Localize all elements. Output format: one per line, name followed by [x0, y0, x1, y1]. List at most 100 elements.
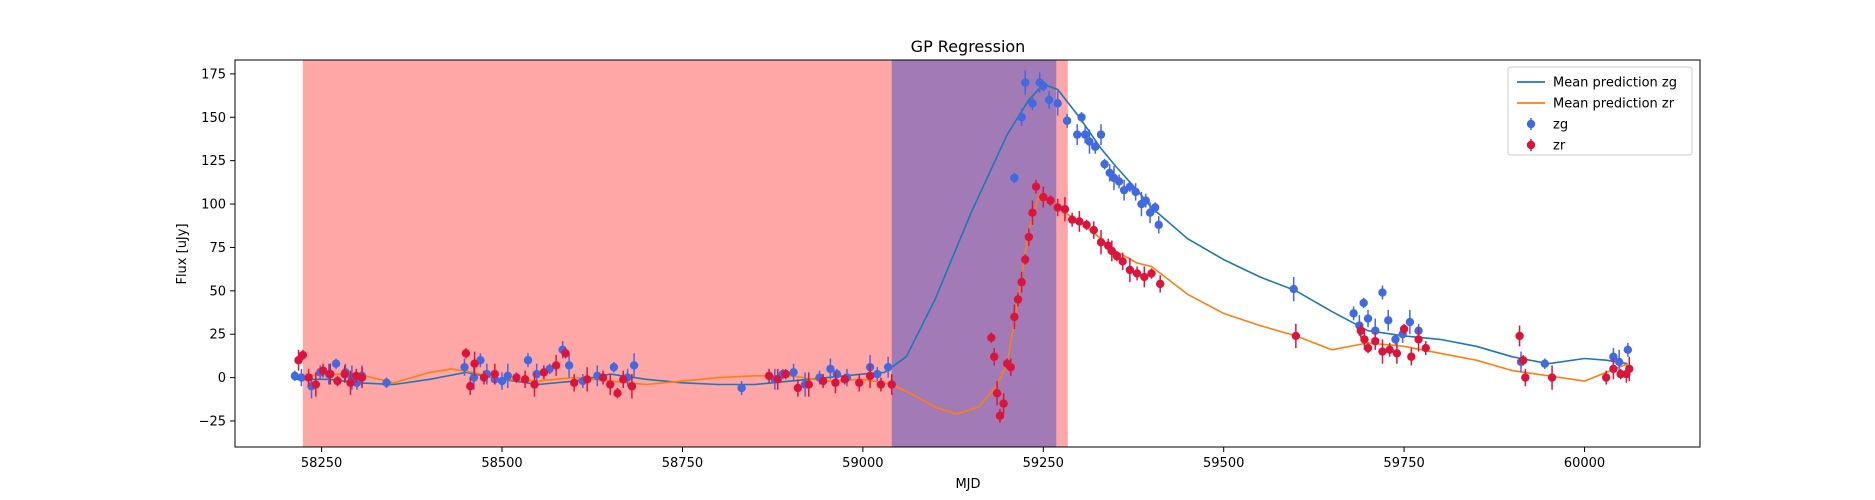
- point-2-64: [1096, 230, 1106, 255]
- point-1-29: [737, 381, 746, 395]
- legend-item-1: Mean prediction zg: [1517, 76, 1677, 91]
- x-axis: 58250 58500 58750 59000 59250 59500 59750 60000: [301, 447, 1605, 471]
- point-1-72: [1363, 309, 1373, 328]
- point-2-69: [1125, 257, 1135, 283]
- point-2-86: [1515, 325, 1524, 347]
- point-1-61: [1125, 181, 1135, 192]
- point-1-44: [1028, 96, 1037, 111]
- x-tick-label-4: 59000: [842, 456, 883, 471]
- point-1-32: [789, 363, 798, 382]
- point-2-55: [1031, 179, 1041, 194]
- point-1-17: [497, 372, 507, 390]
- point-2-61: [1075, 210, 1084, 232]
- point-2-81: [1392, 342, 1402, 364]
- point-2-40: [876, 377, 886, 392]
- point-1-18: [503, 363, 512, 388]
- point-2-12: [461, 348, 471, 359]
- point-1-54: [1091, 139, 1100, 154]
- point-2-34: [804, 372, 813, 397]
- point-2-58: [1053, 198, 1062, 217]
- point-2-68: [1118, 252, 1127, 270]
- point-2-83: [1407, 348, 1416, 366]
- point-1-19: [523, 353, 533, 368]
- svg-text:zr: zr: [1553, 139, 1566, 154]
- x-tick-label-3: 58750: [662, 456, 703, 471]
- point-1-39: [873, 367, 882, 382]
- point-2-6: [326, 363, 335, 385]
- point-1-75: [1384, 309, 1393, 331]
- point-2-24: [582, 367, 592, 392]
- point-2-26: [606, 374, 615, 395]
- point-2-54: [1028, 200, 1037, 225]
- y-tick-label-9: 175: [201, 67, 226, 82]
- point-1-76: [1391, 334, 1400, 345]
- point-2-22: [561, 348, 570, 359]
- point-2-39: [865, 363, 875, 388]
- point-1-84: [1623, 342, 1633, 357]
- point-2-56: [1039, 186, 1048, 208]
- point-2-91: [1609, 358, 1618, 380]
- point-1-69: [1349, 306, 1358, 321]
- svg-text:Mean prediction zr: Mean prediction zr: [1553, 97, 1675, 112]
- y-tick-label-8: 150: [201, 111, 226, 126]
- point-2-79: [1378, 339, 1387, 364]
- point-2-36: [831, 372, 840, 394]
- point-1-2: [297, 368, 306, 387]
- point-1-49: [1062, 113, 1072, 128]
- x-tick-label-8: 60000: [1564, 456, 1605, 471]
- point-2-43: [990, 348, 999, 366]
- shaded-regions: [302, 60, 1068, 447]
- point-2-62: [1082, 219, 1091, 231]
- point-1-42: [1017, 108, 1026, 126]
- point-2-63: [1089, 221, 1098, 239]
- point-1-55: [1096, 124, 1106, 146]
- point-1-56: [1100, 158, 1109, 170]
- x-tick-label-6: 59500: [1203, 456, 1244, 471]
- plot-frame: [234, 59, 1701, 448]
- point-2-80: [1385, 342, 1394, 357]
- point-2-74: [1291, 323, 1301, 349]
- point-1-78: [1405, 309, 1415, 335]
- point-2-5: [318, 363, 328, 378]
- point-1-6: [331, 358, 341, 369]
- point-2-37: [840, 374, 850, 385]
- point-2-13: [466, 377, 475, 395]
- data-points: [290, 70, 1634, 423]
- point-1-81: [1540, 358, 1550, 369]
- point-1-40: [883, 356, 893, 378]
- point-2-87: [1518, 355, 1528, 366]
- point-2-33: [793, 379, 803, 397]
- point-2-85: [1421, 341, 1430, 356]
- point-2-11: [357, 367, 367, 388]
- point-1-46: [1039, 80, 1048, 92]
- y-axis-label: Flux [uJy]: [175, 223, 190, 284]
- point-2-4: [311, 372, 321, 397]
- point-2-88: [1521, 368, 1530, 387]
- point-2-8: [340, 365, 349, 383]
- legend-box: [1507, 66, 1693, 156]
- point-2-7: [333, 375, 342, 387]
- point-1-59: [1114, 174, 1124, 189]
- point-2-19: [530, 372, 539, 397]
- point-2-52: [1021, 254, 1030, 265]
- point-2-72: [1147, 268, 1156, 279]
- svg-text:zg: zg: [1553, 118, 1568, 133]
- point-2-57: [1046, 195, 1055, 206]
- point-2-73: [1155, 275, 1165, 293]
- svg-text:Mean prediction zg: Mean prediction zg: [1553, 76, 1677, 91]
- y-tick-label-1: −25: [199, 414, 226, 429]
- point-2-25: [598, 370, 608, 385]
- point-2-30: [764, 368, 774, 383]
- legend: Mean prediction zg Mean prediction zr zg zr: [1507, 66, 1693, 156]
- point-2-51: [1017, 271, 1026, 293]
- point-2-46: [999, 393, 1008, 415]
- point-1-47: [1044, 91, 1054, 109]
- point-2-84: [1414, 327, 1423, 352]
- point-1-12: [460, 358, 469, 376]
- x-tick-label-7: 59750: [1383, 456, 1424, 471]
- point-2-42: [987, 332, 996, 343]
- point-2-21: [551, 355, 561, 376]
- point-2-15: [479, 370, 489, 385]
- point-2-32: [781, 368, 790, 380]
- point-2-78: [1371, 332, 1380, 350]
